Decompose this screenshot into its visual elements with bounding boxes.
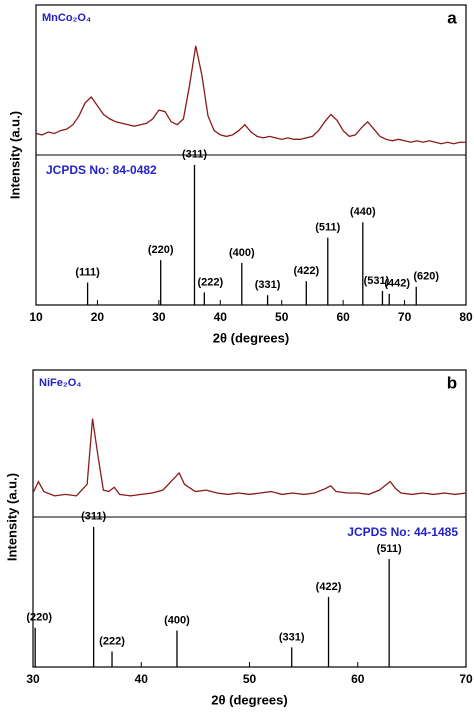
x-tick-label: 70	[459, 672, 473, 686]
peak-label: (422)	[316, 581, 342, 593]
sample-label: NiFe₂O₄	[39, 377, 82, 389]
x-tick-label: 40	[214, 310, 228, 324]
peak-label: (111)	[75, 266, 100, 278]
reference-label: JCPDS No: 84-0482	[46, 163, 157, 177]
y-axis-label: Intensity (a.u.)	[4, 473, 19, 561]
peak-label: (222)	[197, 276, 223, 288]
peak-label: (400)	[229, 247, 255, 259]
peak-label: (222)	[99, 635, 125, 647]
x-axis-label: 2θ (degrees)	[213, 330, 289, 345]
x-tick-label: 30	[152, 310, 166, 324]
x-tick-label: 30	[26, 672, 40, 686]
peak-label: (511)	[377, 543, 402, 555]
x-tick-label: 70	[398, 310, 412, 324]
x-axis-label: 2θ (degrees)	[211, 692, 287, 707]
x-tick-label: 50	[243, 672, 257, 686]
peak-label: (620)	[413, 271, 439, 283]
x-tick-label: 40	[135, 672, 149, 686]
peak-label: (400)	[164, 614, 190, 626]
peak-label: (440)	[350, 206, 376, 218]
xrd-pattern	[32, 418, 467, 497]
peak-label: (331)	[255, 279, 281, 291]
panel-label: a	[447, 8, 457, 27]
peak-label: (331)	[279, 631, 305, 643]
sample-label: MnCo₂O₄	[42, 12, 91, 24]
peak-label: (531)	[364, 275, 390, 287]
peak-label: (311)	[182, 149, 207, 161]
xrd-pattern	[35, 45, 466, 145]
reference-label: JCPDS No: 44-1485	[347, 525, 458, 539]
x-tick-label: 60	[336, 310, 350, 324]
peak-label: (422)	[293, 265, 319, 277]
x-tick-label: 60	[351, 672, 365, 686]
peak-label: (311)	[81, 511, 106, 523]
x-tick-label: 20	[91, 310, 105, 324]
x-tick-label: 80	[459, 310, 473, 324]
peak-label: (511)	[315, 222, 340, 234]
panel-label: b	[447, 373, 457, 392]
x-tick-label: 10	[29, 310, 43, 324]
peak-label: (442)	[384, 278, 410, 290]
x-tick-label: 50	[275, 310, 289, 324]
peak-label: (220)	[26, 612, 52, 624]
peak-label: (220)	[148, 244, 174, 256]
y-axis-label: Intensity (a.u.)	[7, 111, 22, 199]
